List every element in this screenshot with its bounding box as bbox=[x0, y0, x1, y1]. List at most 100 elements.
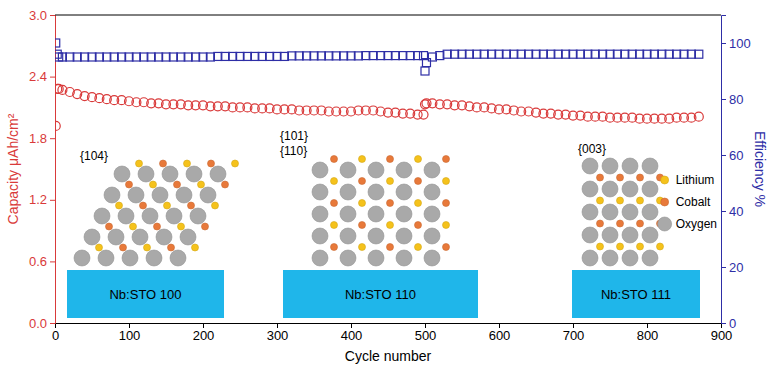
substrate-label: Nb:STO 111 bbox=[601, 287, 671, 302]
atom bbox=[132, 229, 148, 245]
plot-area bbox=[55, 39, 703, 130]
y2ticks-axis: 020406080100 bbox=[721, 16, 751, 331]
legend-label: Lithium bbox=[676, 173, 715, 187]
tick: 300 bbox=[267, 323, 289, 343]
atom bbox=[396, 162, 412, 178]
tick: 400 bbox=[341, 323, 363, 343]
atom bbox=[186, 166, 202, 182]
atom bbox=[396, 228, 412, 244]
atom bbox=[160, 160, 167, 167]
atom bbox=[130, 223, 137, 230]
atom bbox=[368, 162, 384, 178]
marker bbox=[266, 52, 274, 60]
atom bbox=[657, 243, 664, 250]
atom bbox=[152, 187, 168, 203]
tick-label: 200 bbox=[193, 328, 215, 343]
atom bbox=[387, 222, 394, 229]
tick: 60 bbox=[721, 148, 743, 163]
marker bbox=[147, 53, 155, 61]
atom bbox=[208, 160, 215, 167]
atom bbox=[637, 197, 644, 204]
atom bbox=[188, 202, 195, 209]
atom bbox=[661, 176, 669, 184]
marker bbox=[369, 52, 377, 60]
atom bbox=[222, 181, 229, 188]
atom bbox=[658, 217, 672, 231]
atom bbox=[176, 187, 192, 203]
tick-mark bbox=[50, 138, 55, 139]
marker bbox=[132, 53, 140, 61]
atom bbox=[622, 204, 638, 220]
insets: Nb:STO 100{104}Nb:STO 110{101}{110}Nb:ST… bbox=[67, 129, 700, 318]
atom bbox=[622, 250, 638, 266]
atom bbox=[582, 158, 598, 174]
atom bbox=[84, 229, 100, 245]
atom bbox=[424, 162, 440, 178]
atom bbox=[415, 244, 422, 251]
legend-item: Cobalt bbox=[661, 195, 711, 209]
marker bbox=[340, 52, 348, 60]
atom bbox=[597, 243, 604, 250]
atom bbox=[340, 162, 356, 178]
yticks-axis: 0.00.61.21.82.43.0 bbox=[29, 8, 56, 331]
atom bbox=[424, 250, 440, 266]
marker bbox=[658, 50, 666, 58]
legend: LithiumCobaltOxygen bbox=[658, 173, 717, 231]
tick: 1.2 bbox=[29, 192, 55, 207]
atom bbox=[312, 184, 328, 200]
series bbox=[55, 84, 703, 130]
axis-line bbox=[56, 324, 722, 329]
marker bbox=[422, 59, 430, 67]
marker bbox=[695, 50, 703, 58]
tick-mark bbox=[721, 43, 726, 44]
inset: Nb:STO 110{101}{110} bbox=[280, 129, 478, 318]
atom bbox=[166, 208, 182, 224]
atom bbox=[415, 156, 422, 163]
atom bbox=[387, 200, 394, 207]
atom bbox=[617, 220, 624, 227]
marker bbox=[680, 50, 688, 58]
chart: 01002003004005006007008009000.00.61.21.8… bbox=[0, 0, 771, 367]
atom bbox=[202, 223, 209, 230]
atom bbox=[642, 204, 658, 220]
atom bbox=[368, 184, 384, 200]
tick: 0 bbox=[721, 316, 736, 331]
tick: 600 bbox=[489, 323, 511, 343]
atom bbox=[340, 206, 356, 222]
tick-mark bbox=[50, 261, 55, 262]
tick-label: 100 bbox=[119, 328, 141, 343]
atom bbox=[602, 181, 618, 197]
tick: 3.0 bbox=[29, 8, 55, 23]
atom bbox=[340, 228, 356, 244]
atom bbox=[642, 158, 658, 174]
substrate-label: Nb:STO 100 bbox=[109, 287, 181, 302]
atom bbox=[312, 162, 328, 178]
atom bbox=[128, 187, 144, 203]
marker bbox=[310, 52, 318, 60]
atom bbox=[96, 244, 103, 251]
substrate-label: Nb:STO 110 bbox=[345, 287, 416, 302]
tick: 100 bbox=[721, 36, 751, 51]
tick: 0 bbox=[52, 323, 59, 343]
atom bbox=[74, 250, 90, 266]
atom bbox=[387, 244, 394, 251]
inset: Nb:STO 100{104} bbox=[67, 149, 239, 318]
atom bbox=[642, 250, 658, 266]
tick: 500 bbox=[415, 323, 437, 343]
marker bbox=[206, 53, 214, 61]
marker bbox=[391, 52, 399, 60]
tick: 20 bbox=[721, 260, 743, 275]
atom bbox=[359, 244, 366, 251]
tick: 0.0 bbox=[29, 316, 55, 331]
marker bbox=[694, 112, 703, 121]
tick-label: 0 bbox=[729, 316, 736, 331]
atom bbox=[108, 229, 124, 245]
atom bbox=[114, 166, 130, 182]
atom bbox=[602, 204, 618, 220]
atom bbox=[368, 206, 384, 222]
atom bbox=[198, 181, 205, 188]
marker bbox=[317, 52, 325, 60]
atom bbox=[617, 197, 624, 204]
atom bbox=[142, 208, 158, 224]
atom bbox=[359, 222, 366, 229]
